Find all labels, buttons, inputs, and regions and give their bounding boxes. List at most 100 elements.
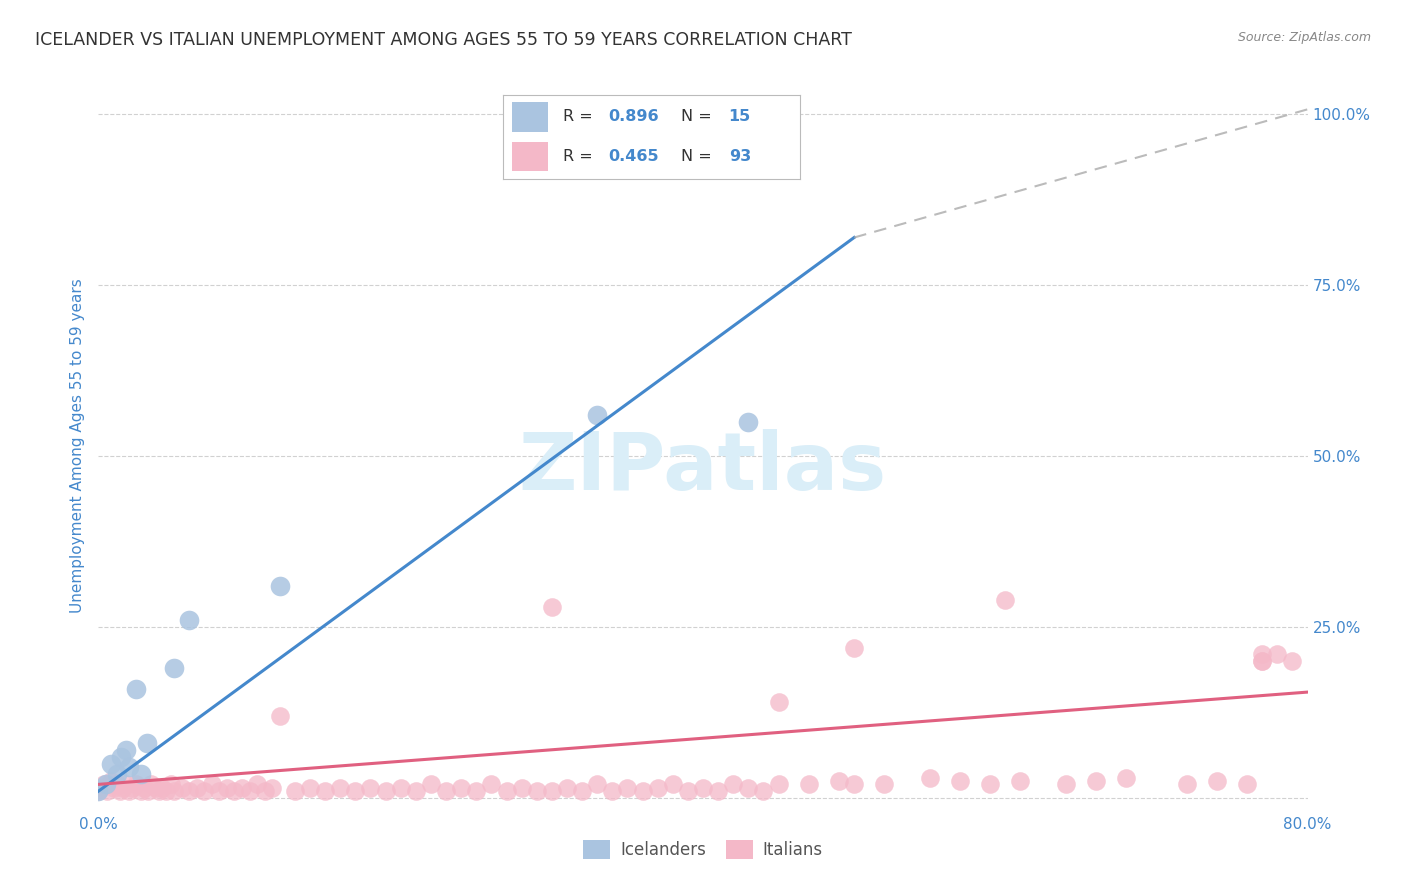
Point <box>179 613 201 627</box>
Point <box>344 784 367 798</box>
Point <box>125 681 148 696</box>
Point <box>94 777 117 791</box>
Point <box>647 780 669 795</box>
Point <box>768 695 790 709</box>
Point <box>692 780 714 795</box>
Point <box>155 784 177 798</box>
Point <box>1175 777 1198 791</box>
Point <box>148 784 170 798</box>
Point <box>125 777 148 791</box>
Point <box>602 784 624 798</box>
Point <box>224 784 246 798</box>
Point <box>1251 654 1274 668</box>
Point <box>163 784 186 798</box>
Point <box>616 780 638 795</box>
Point <box>179 784 201 798</box>
Point <box>284 784 307 798</box>
Point <box>100 756 122 771</box>
Point <box>949 774 972 789</box>
Point <box>96 784 118 798</box>
Point <box>465 784 488 798</box>
Point <box>121 780 143 795</box>
Point <box>844 640 866 655</box>
Point <box>450 780 472 795</box>
Point <box>329 780 352 795</box>
Point <box>844 777 866 791</box>
Point <box>1085 774 1108 789</box>
Point <box>586 777 609 791</box>
Point <box>269 579 291 593</box>
Point <box>193 784 215 798</box>
Point <box>918 771 941 785</box>
Point <box>150 780 173 795</box>
Point <box>434 784 457 798</box>
Point <box>93 777 115 791</box>
Point <box>495 784 517 798</box>
Point <box>1115 771 1137 785</box>
Point <box>389 780 412 795</box>
Point <box>737 415 759 429</box>
Point <box>160 777 183 791</box>
Point <box>186 780 208 795</box>
Point <box>108 784 131 798</box>
Point <box>510 780 533 795</box>
Point <box>246 777 269 791</box>
Point <box>661 777 683 791</box>
Point <box>105 767 128 781</box>
Point <box>768 777 790 791</box>
Point <box>828 774 851 789</box>
Point <box>571 784 593 798</box>
Point <box>105 777 128 791</box>
Point <box>118 784 141 798</box>
Point <box>163 661 186 675</box>
Point <box>103 780 125 795</box>
Point <box>420 777 443 791</box>
Point <box>129 784 152 798</box>
Point <box>87 784 110 798</box>
Point <box>141 777 163 791</box>
Point <box>100 774 122 789</box>
Point <box>110 750 132 764</box>
Point <box>1054 777 1077 791</box>
Point <box>1206 774 1229 789</box>
Point <box>873 777 896 791</box>
Point <box>269 709 291 723</box>
Point <box>114 743 136 757</box>
Point <box>481 777 503 791</box>
Point <box>994 592 1017 607</box>
Point <box>145 780 167 795</box>
Point <box>201 777 224 791</box>
Point <box>707 784 730 798</box>
Point <box>129 767 152 781</box>
Point <box>586 409 609 423</box>
Point <box>540 784 562 798</box>
Point <box>136 784 159 798</box>
Point <box>405 784 427 798</box>
Point <box>208 784 231 798</box>
Point <box>135 736 157 750</box>
Point <box>631 784 654 798</box>
Point <box>1281 654 1303 668</box>
Y-axis label: Unemployment Among Ages 55 to 59 years: Unemployment Among Ages 55 to 59 years <box>69 278 84 614</box>
Point <box>540 599 562 614</box>
Point <box>239 784 262 798</box>
Point <box>979 777 1001 791</box>
Point <box>555 780 578 795</box>
Point <box>87 784 110 798</box>
Point <box>262 780 284 795</box>
Point <box>374 784 396 798</box>
Point <box>114 777 136 791</box>
Text: Source: ZipAtlas.com: Source: ZipAtlas.com <box>1237 31 1371 45</box>
Point <box>111 780 134 795</box>
Text: ICELANDER VS ITALIAN UNEMPLOYMENT AMONG AGES 55 TO 59 YEARS CORRELATION CHART: ICELANDER VS ITALIAN UNEMPLOYMENT AMONG … <box>35 31 852 49</box>
Point <box>118 760 141 774</box>
Point <box>526 784 548 798</box>
Point <box>360 780 382 795</box>
Point <box>299 780 322 795</box>
Point <box>676 784 699 798</box>
Text: ZIPatlas: ZIPatlas <box>519 429 887 507</box>
Point <box>1010 774 1032 789</box>
Point <box>1267 648 1289 662</box>
Point <box>752 784 775 798</box>
Point <box>215 780 238 795</box>
